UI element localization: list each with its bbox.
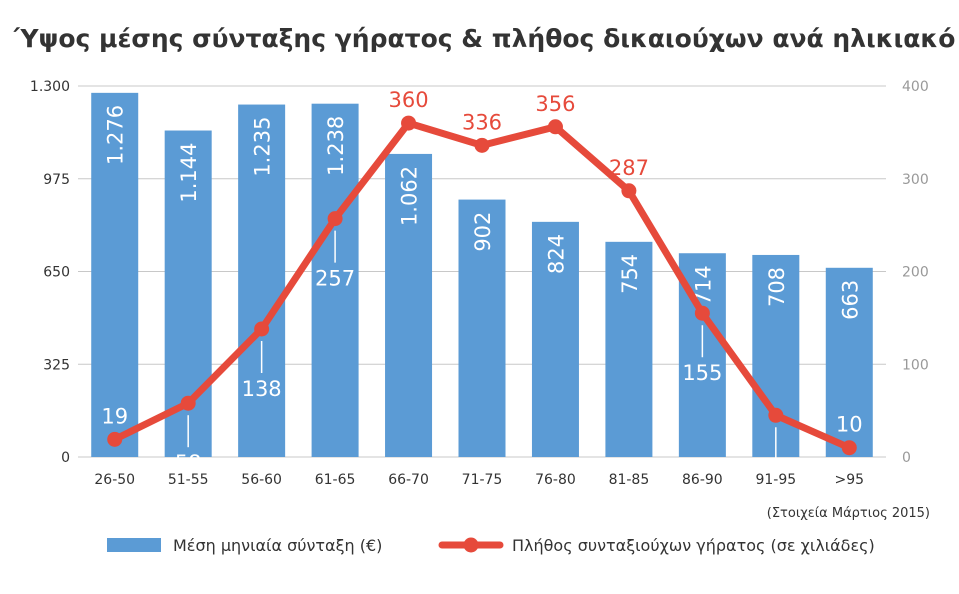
- line-point: [547, 119, 563, 135]
- y-right-tick-label: 0: [902, 450, 911, 466]
- bar: [458, 199, 506, 458]
- line-value-label: 257: [315, 267, 355, 291]
- bar: [531, 221, 579, 457]
- bar: [385, 153, 433, 457]
- x-tick-label: 61-65: [315, 472, 356, 488]
- y-right-tick-label: 200: [902, 265, 929, 281]
- bar: [311, 103, 359, 457]
- line-value-label: 138: [242, 377, 282, 401]
- line-point: [694, 305, 710, 321]
- line-value-label: 10: [836, 413, 863, 437]
- bar-value-label: 754: [618, 254, 642, 294]
- bar-value-label: 1.144: [177, 143, 201, 203]
- x-tick-label: 56-60: [241, 472, 282, 488]
- line-value-label: 19: [101, 404, 128, 428]
- bar-value-label: 1.062: [398, 166, 422, 226]
- bar-value-label: 708: [765, 267, 789, 307]
- line-value-label: 58: [175, 451, 202, 475]
- y-right-tick-label: 100: [902, 357, 929, 373]
- y-left-tick-label: 650: [43, 265, 70, 281]
- bar-value-label: 663: [838, 280, 862, 320]
- source-note: (Στοιχεία Μάρτιος 2015): [767, 506, 930, 521]
- chart-title: Ύψος μέσης σύνταξης γήρατος & πλήθος δικ…: [13, 24, 959, 53]
- line-point: [180, 395, 196, 411]
- bar-value-label: 1.276: [104, 105, 128, 165]
- y-left-tick-label: 1.300: [30, 79, 70, 95]
- line-value-label: 287: [609, 156, 649, 180]
- line-point: [841, 440, 857, 456]
- line-point: [768, 407, 784, 423]
- bars: [91, 92, 873, 458]
- y-left-tick-label: 975: [43, 172, 70, 188]
- y-right-tick-label: 400: [902, 79, 929, 95]
- legend: Μέση μηνιαία σύνταξη (€) Πλήθος συνταξιού…: [107, 536, 875, 555]
- x-tick-label: 71-75: [462, 472, 503, 488]
- legend-bar-label: Μέση μηνιαία σύνταξη (€): [173, 536, 382, 555]
- bar-value-label: 824: [544, 234, 568, 274]
- x-tick-label: 91-95: [755, 472, 796, 488]
- legend-line-marker: [463, 537, 479, 553]
- bar-value-label: 1.235: [251, 117, 275, 177]
- line-value-label: 336: [462, 110, 502, 134]
- line-value-label: 360: [388, 88, 428, 112]
- line-value-label: 155: [682, 361, 722, 385]
- line-point: [254, 321, 270, 337]
- line-value-label: 356: [535, 92, 575, 116]
- bar-value-label: 1.238: [324, 116, 348, 176]
- x-tick-label: 51-55: [168, 472, 209, 488]
- x-tick-label: 81-85: [609, 472, 650, 488]
- bar: [605, 241, 653, 457]
- bar-value-label: 902: [471, 212, 495, 252]
- x-tick-label: 66-70: [388, 472, 429, 488]
- line-point: [401, 115, 417, 131]
- x-tick-label: 76-80: [535, 472, 576, 488]
- legend-bar-swatch: [107, 538, 161, 552]
- line-point: [621, 183, 637, 199]
- x-tick-label: 26-50: [94, 472, 135, 488]
- axes: 0 325 650 975 1.300 0 100 200 300 400 26-50 51-55 56…: [30, 79, 929, 488]
- bar: [825, 267, 873, 457]
- x-tick-label: 86-90: [682, 472, 723, 488]
- line-point: [107, 431, 123, 447]
- y-left-tick-label: 0: [61, 450, 70, 466]
- line-value-label: 45: [762, 463, 789, 487]
- y-left-tick-label: 325: [43, 357, 70, 373]
- y-right-tick-label: 300: [902, 172, 929, 188]
- line-point: [474, 137, 490, 153]
- line-point: [327, 211, 343, 227]
- legend-line-label: Πλήθος συνταξιούχων γήρατος (σε χιλιάδες…: [512, 536, 875, 555]
- line-series: 19 58 138 257 360 336 356 287 155 45 10: [101, 88, 862, 487]
- x-tick-label: >95: [834, 472, 864, 488]
- bar: [91, 92, 139, 457]
- bar: [238, 104, 286, 458]
